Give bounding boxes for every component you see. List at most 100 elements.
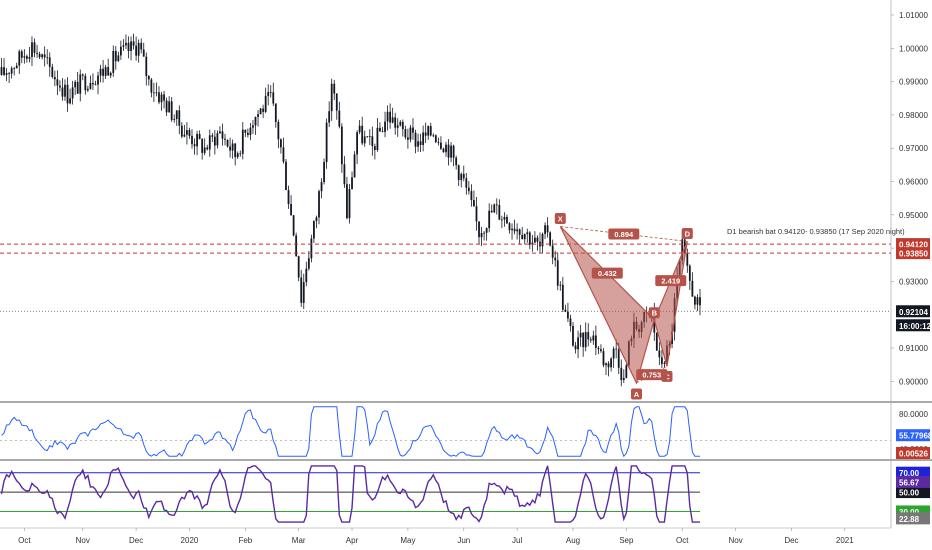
candle-body[interactable] <box>33 42 36 53</box>
candle-body[interactable] <box>600 349 602 352</box>
candle-body[interactable] <box>81 74 84 76</box>
candle-body[interactable] <box>523 234 526 240</box>
candle-body[interactable] <box>109 72 112 76</box>
candle-body[interactable] <box>696 297 699 305</box>
candle-body[interactable] <box>23 56 26 58</box>
candle-body[interactable] <box>467 187 470 192</box>
candle-body[interactable] <box>655 332 658 351</box>
candle-body[interactable] <box>287 190 290 205</box>
candle-body[interactable] <box>528 232 531 245</box>
candle-body[interactable] <box>475 206 478 222</box>
candle-body[interactable] <box>201 139 204 153</box>
candle-body[interactable] <box>0 67 3 75</box>
candle-body[interactable] <box>394 117 397 128</box>
countdown-tag[interactable]: 16:00:12 <box>896 319 932 332</box>
candle-body[interactable] <box>366 136 369 138</box>
candle-body[interactable] <box>122 45 125 47</box>
candle-body[interactable] <box>193 144 196 147</box>
candle-body[interactable] <box>498 205 501 220</box>
pattern-ratio-tag[interactable]: 2.419 <box>655 275 687 287</box>
candle-body[interactable] <box>246 132 249 135</box>
candle-body[interactable] <box>450 145 452 158</box>
candle-body[interactable] <box>20 51 23 58</box>
candle-body[interactable] <box>427 126 430 136</box>
candle-body[interactable] <box>313 221 315 239</box>
candle-body[interactable] <box>295 235 298 257</box>
candle-body[interactable] <box>153 92 155 94</box>
candle-body[interactable] <box>445 144 447 153</box>
pattern-ratio-tag[interactable]: 0.753 <box>636 369 668 381</box>
candle-body[interactable] <box>51 66 54 77</box>
candle-body[interactable] <box>483 232 485 234</box>
candle-body[interactable] <box>412 127 414 133</box>
candle-body[interactable] <box>333 83 336 94</box>
candle-body[interactable] <box>465 178 468 188</box>
candle-body[interactable] <box>323 162 325 183</box>
candle-body[interactable] <box>142 49 145 57</box>
candle-body[interactable] <box>686 253 689 266</box>
candle-body[interactable] <box>158 92 160 103</box>
pattern-point-x[interactable]: X <box>554 212 566 224</box>
candle-body[interactable] <box>92 82 94 85</box>
candle-body[interactable] <box>140 42 143 50</box>
candle-body[interactable] <box>132 41 135 46</box>
candle-body[interactable] <box>379 127 381 132</box>
candle-body[interactable] <box>277 121 280 140</box>
candle-body[interactable] <box>579 332 582 338</box>
candle-body[interactable] <box>163 94 165 101</box>
candle-body[interactable] <box>615 348 618 350</box>
candle-body[interactable] <box>15 65 18 69</box>
pattern-ratio-tag[interactable]: 0.894 <box>608 228 640 240</box>
candle-body[interactable] <box>46 57 49 59</box>
price-level-tag[interactable]: 0.93850 <box>896 247 930 260</box>
candle-body[interactable] <box>36 52 38 54</box>
candle-body[interactable] <box>610 358 612 368</box>
candle-body[interactable] <box>280 139 282 148</box>
pattern-ratio-line[interactable] <box>560 226 688 242</box>
candle-body[interactable] <box>546 225 549 233</box>
osc-secondary-tag[interactable]: 0.00526 <box>896 447 930 459</box>
candle-body[interactable] <box>198 134 201 140</box>
candle-body[interactable] <box>104 67 107 76</box>
candle-body[interactable] <box>3 67 5 75</box>
candle-body[interactable] <box>241 129 244 154</box>
candle-body[interactable] <box>325 122 328 163</box>
candle-body[interactable] <box>305 268 308 283</box>
candle-body[interactable] <box>417 141 419 147</box>
candle-body[interactable] <box>249 127 252 135</box>
candle-body[interactable] <box>419 141 422 145</box>
candle-body[interactable] <box>681 239 684 261</box>
candle-body[interactable] <box>597 347 600 350</box>
candle-body[interactable] <box>56 79 59 86</box>
candle-body[interactable] <box>302 282 305 303</box>
candle-body[interactable] <box>602 351 605 366</box>
pattern-point-a[interactable]: A <box>631 388 642 400</box>
candle-body[interactable] <box>107 67 110 76</box>
candle-body[interactable] <box>53 76 56 80</box>
candle-body[interactable] <box>216 133 219 146</box>
candle-body[interactable] <box>549 232 552 246</box>
candle-body[interactable] <box>551 245 554 258</box>
candle-body[interactable] <box>589 339 592 341</box>
candle-body[interactable] <box>335 93 338 111</box>
candle-body[interactable] <box>343 164 346 185</box>
candle-body[interactable] <box>328 111 331 123</box>
candle-body[interactable] <box>473 200 475 207</box>
candle-body[interactable] <box>653 311 656 333</box>
candle-body[interactable] <box>300 277 303 303</box>
price-level-tag[interactable]: 0.92104 <box>896 305 930 318</box>
candle-body[interactable] <box>536 237 539 242</box>
candle-body[interactable] <box>318 191 320 218</box>
rsi-min-tag[interactable]: 22.88 <box>896 512 930 525</box>
candle-body[interactable] <box>658 350 661 358</box>
candle-body[interactable] <box>386 111 389 122</box>
rsi-level-tag[interactable]: 70.00 <box>896 466 930 479</box>
candle-body[interactable] <box>307 258 310 269</box>
candle-body[interactable] <box>206 147 209 150</box>
rsi-value-tag[interactable]: 56.67 <box>896 475 930 488</box>
candle-body[interactable] <box>165 100 168 113</box>
candle-body[interactable] <box>462 173 465 179</box>
candle-body[interactable] <box>582 332 585 348</box>
candle-body[interactable] <box>455 157 458 166</box>
candle-body[interactable] <box>480 233 483 238</box>
